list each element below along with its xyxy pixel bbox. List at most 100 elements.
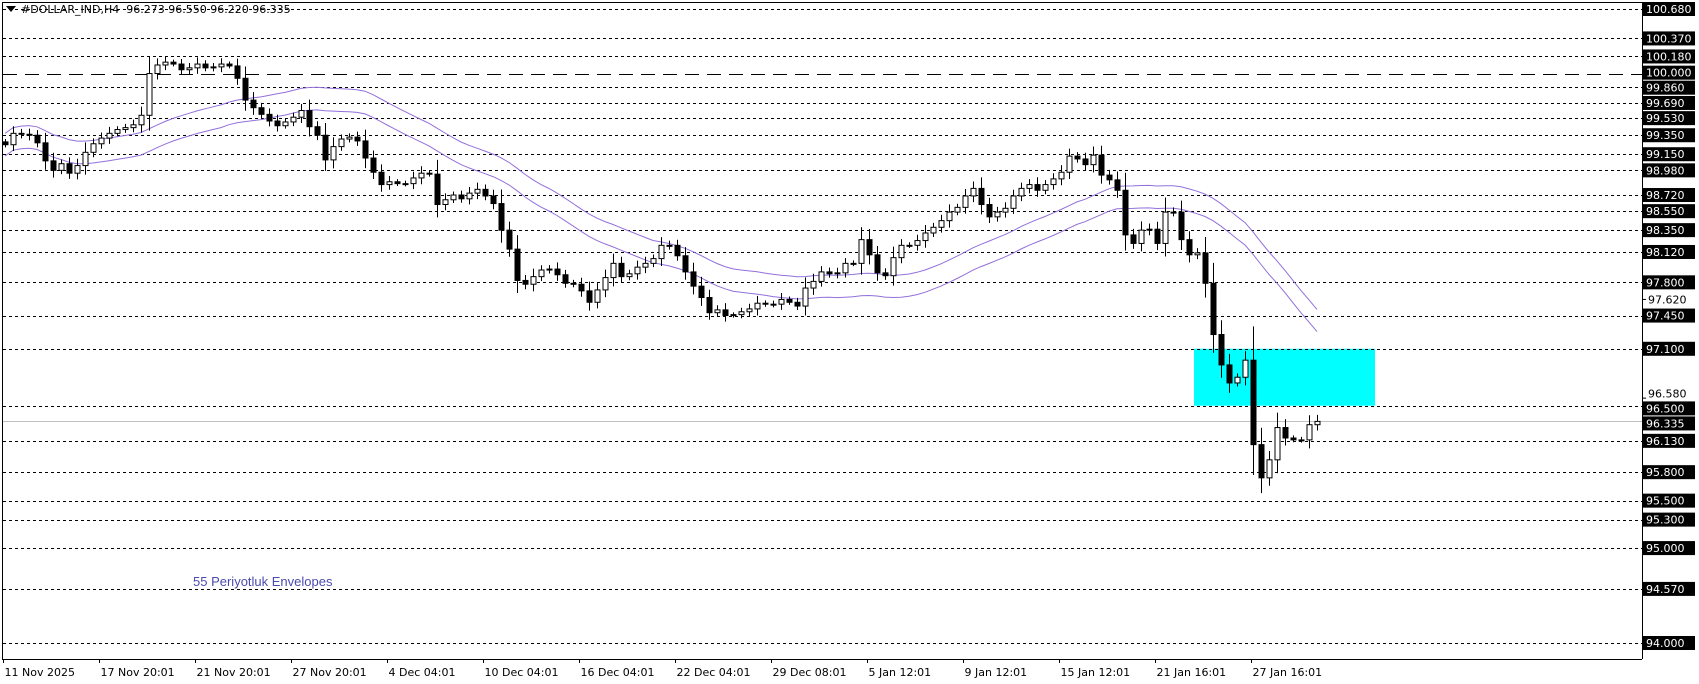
candle[interactable]	[554, 262, 561, 281]
candle[interactable]	[626, 269, 633, 281]
candle[interactable]	[1026, 179, 1033, 194]
candle[interactable]	[970, 181, 977, 203]
candle[interactable]	[186, 63, 193, 75]
candle[interactable]	[234, 58, 241, 85]
candle[interactable]	[1250, 326, 1257, 476]
candle[interactable]	[1290, 435, 1297, 443]
candle[interactable]	[922, 225, 929, 248]
candle[interactable]	[434, 159, 441, 218]
candle[interactable]	[282, 118, 289, 129]
candle[interactable]	[138, 106, 145, 133]
candle[interactable]	[1234, 373, 1241, 387]
candle[interactable]	[482, 184, 489, 201]
candle[interactable]	[498, 189, 505, 243]
candle[interactable]	[34, 130, 41, 148]
candle[interactable]	[522, 274, 529, 290]
candle[interactable]	[1058, 165, 1065, 186]
candle[interactable]	[58, 159, 65, 175]
candle[interactable]	[1010, 189, 1017, 214]
candle[interactable]	[194, 57, 201, 74]
candle[interactable]	[890, 246, 897, 286]
candle[interactable]	[738, 307, 745, 319]
candle[interactable]	[418, 166, 425, 185]
candle[interactable]	[290, 112, 297, 127]
candle[interactable]	[530, 268, 537, 292]
candle[interactable]	[1178, 200, 1185, 251]
candle[interactable]	[1242, 351, 1249, 386]
candle[interactable]	[810, 273, 817, 295]
candle[interactable]	[450, 191, 457, 203]
candle[interactable]	[1122, 172, 1129, 251]
candle[interactable]	[962, 188, 969, 214]
candle[interactable]	[210, 62, 217, 72]
candle[interactable]	[338, 134, 345, 151]
candle[interactable]	[130, 119, 137, 133]
candle[interactable]	[1274, 412, 1281, 474]
candle[interactable]	[1018, 182, 1025, 202]
candle[interactable]	[642, 256, 649, 274]
candle[interactable]	[1130, 228, 1137, 249]
candle[interactable]	[1306, 415, 1313, 449]
candle[interactable]	[866, 229, 873, 265]
candle[interactable]	[946, 204, 953, 228]
candle[interactable]	[82, 142, 89, 175]
candle[interactable]	[858, 227, 865, 275]
candle[interactable]	[1050, 173, 1057, 190]
candle[interactable]	[146, 56, 153, 131]
candle[interactable]	[18, 128, 25, 139]
candle[interactable]	[26, 128, 33, 141]
candle[interactable]	[378, 164, 385, 192]
candle[interactable]	[42, 132, 49, 170]
candle[interactable]	[538, 265, 545, 281]
candle[interactable]	[786, 296, 793, 305]
candle[interactable]	[402, 180, 409, 187]
candle[interactable]	[746, 303, 753, 317]
candle[interactable]	[258, 102, 265, 119]
candle[interactable]	[586, 281, 593, 311]
candle[interactable]	[1138, 221, 1145, 252]
candle[interactable]	[66, 157, 73, 179]
candle[interactable]	[506, 221, 513, 257]
candle[interactable]	[1042, 180, 1049, 195]
candle[interactable]	[202, 60, 209, 72]
candle[interactable]	[1202, 236, 1209, 298]
candle[interactable]	[570, 279, 577, 288]
candle[interactable]	[370, 150, 377, 179]
candle[interactable]	[1170, 207, 1177, 217]
candle[interactable]	[274, 114, 281, 132]
candle[interactable]	[794, 297, 801, 310]
candle[interactable]	[762, 300, 769, 307]
candle[interactable]	[914, 234, 921, 251]
candle[interactable]	[394, 179, 401, 186]
candle[interactable]	[514, 235, 521, 294]
candle[interactable]	[994, 206, 1001, 222]
candle[interactable]	[1106, 169, 1113, 185]
candle[interactable]	[714, 305, 721, 317]
candle[interactable]	[1194, 248, 1201, 260]
candle[interactable]	[594, 283, 601, 309]
candle[interactable]	[1066, 148, 1073, 180]
candle[interactable]	[1090, 146, 1097, 173]
candle[interactable]	[362, 129, 369, 169]
candle[interactable]	[634, 260, 641, 280]
candle[interactable]	[618, 256, 625, 283]
candle[interactable]	[74, 158, 81, 180]
candle[interactable]	[834, 267, 841, 279]
candle[interactable]	[1154, 221, 1161, 251]
candle[interactable]	[906, 242, 913, 249]
candle[interactable]	[706, 289, 713, 320]
candle[interactable]	[882, 268, 889, 280]
candle[interactable]	[50, 152, 57, 178]
candle[interactable]	[458, 190, 465, 203]
candle[interactable]	[410, 171, 417, 190]
candle[interactable]	[162, 56, 169, 71]
candle[interactable]	[682, 247, 689, 280]
candle[interactable]	[666, 240, 673, 250]
candle[interactable]	[770, 300, 777, 308]
candle[interactable]	[930, 222, 937, 238]
candle[interactable]	[386, 175, 393, 190]
candle[interactable]	[354, 131, 361, 146]
candle[interactable]	[322, 122, 329, 171]
candle[interactable]	[1034, 177, 1041, 197]
candle[interactable]	[602, 269, 609, 298]
